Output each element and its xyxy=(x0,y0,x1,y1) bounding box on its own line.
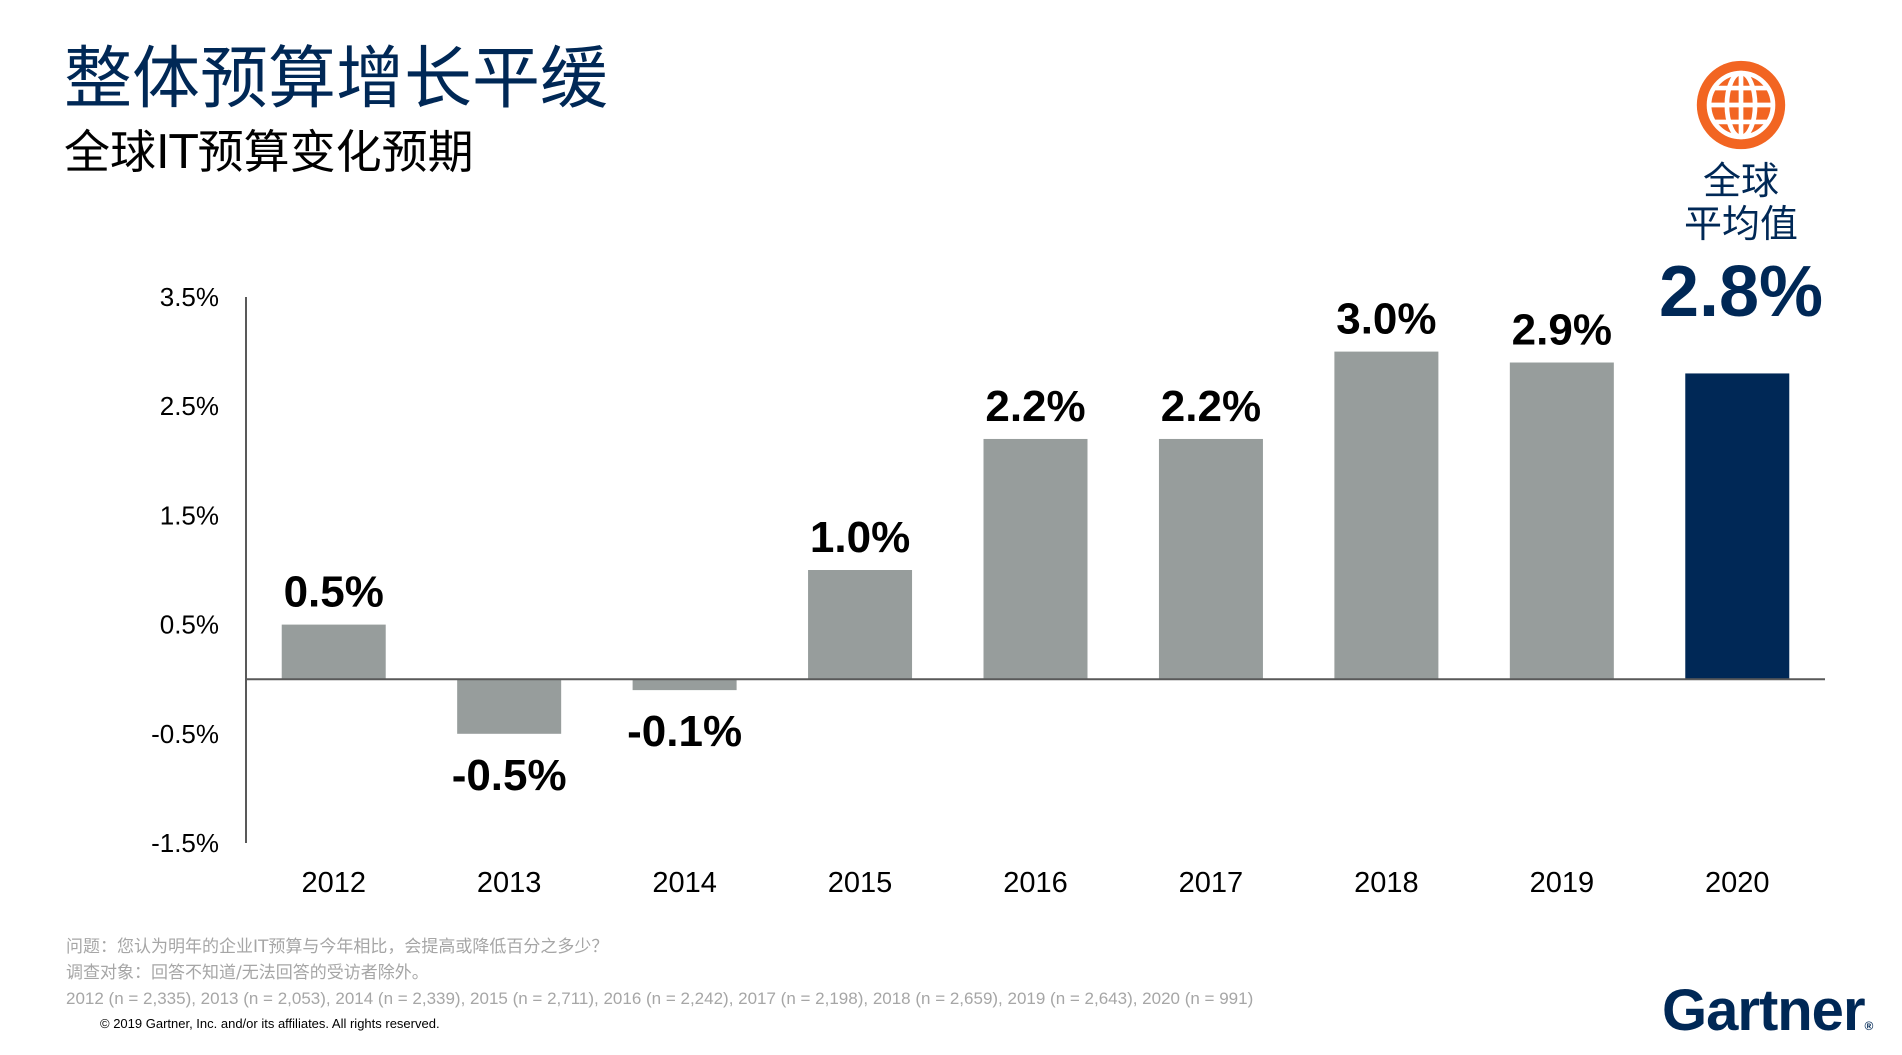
data-label-2013: -0.5% xyxy=(452,751,567,800)
x-tick-label-2019: 2019 xyxy=(1530,867,1595,899)
x-tick-label-2013: 2013 xyxy=(477,867,542,899)
x-tick-label-2018: 2018 xyxy=(1354,867,1419,899)
bar-2016 xyxy=(983,438,1088,680)
budget-bar-chart: 3.5% 2.5% 1.5% 0.5% -0.5% -1.5% 0.5% 2012 -0.5% 2… xyxy=(151,282,1825,899)
bar-2017 xyxy=(1158,438,1263,680)
data-label-2015: 1.0% xyxy=(810,513,910,562)
data-label-2016: 2.2% xyxy=(985,382,1085,431)
globe-icon xyxy=(1696,60,1786,150)
page-subtitle: 全球IT预算变化预期 xyxy=(64,125,474,179)
global-average-label: 全球 xyxy=(1702,159,1779,203)
page-title: 整体预算增长平缓 xyxy=(64,40,609,119)
footnote-sample-sizes: 2012 (n = 2,335), 2013 (n = 2,053), 2014… xyxy=(66,989,1254,1008)
copyright-notice: © 2019 Gartner, Inc. and/or its affiliat… xyxy=(100,1016,440,1031)
data-label-2014: -0.1% xyxy=(627,707,742,756)
x-tick-label-2017: 2017 xyxy=(1179,867,1244,899)
y-tick-label: 3.5% xyxy=(160,282,219,312)
x-tick-label-2016: 2016 xyxy=(1003,867,1068,899)
y-tick-label: 2.5% xyxy=(160,391,219,421)
global-average-value: 2.8% xyxy=(1658,252,1824,332)
x-tick-label-2015: 2015 xyxy=(828,867,893,899)
data-label-2019: 2.9% xyxy=(1512,306,1612,355)
y-tick-label: -0.5% xyxy=(151,719,219,749)
bar-2014 xyxy=(632,679,737,691)
bar-2012 xyxy=(281,624,386,680)
x-tick-label-2020: 2020 xyxy=(1705,867,1770,899)
bar-2015 xyxy=(808,570,913,680)
y-tick-label: 1.5% xyxy=(160,500,219,530)
data-label-2018: 3.0% xyxy=(1336,295,1436,344)
footnote-question: 问题：您认为明年的企业IT预算与今年相比，会提高或降低百分之多少？ xyxy=(66,937,609,957)
gartner-logo: Gartner® xyxy=(1662,982,1873,1055)
x-tick-label-2012: 2012 xyxy=(301,867,366,899)
logo-registered-mark: ® xyxy=(1864,1019,1874,1033)
y-tick-label: 0.5% xyxy=(160,610,219,640)
data-label-2012: 0.5% xyxy=(284,568,384,617)
bar-2018 xyxy=(1334,351,1439,680)
bar-2013 xyxy=(457,679,562,734)
data-label-2017: 2.2% xyxy=(1161,382,1261,431)
global-average-label-line2: 平均值 xyxy=(1683,202,1798,246)
bar-2019 xyxy=(1509,362,1614,680)
x-tick-label-2014: 2014 xyxy=(652,867,717,899)
y-tick-label: -1.5% xyxy=(151,828,219,858)
footnote-sample: 调查对象：回答不知道/无法回答的受访者除外。 xyxy=(66,963,429,983)
logo-text: Gartner xyxy=(1662,978,1866,1043)
bar-2020 xyxy=(1685,373,1790,680)
